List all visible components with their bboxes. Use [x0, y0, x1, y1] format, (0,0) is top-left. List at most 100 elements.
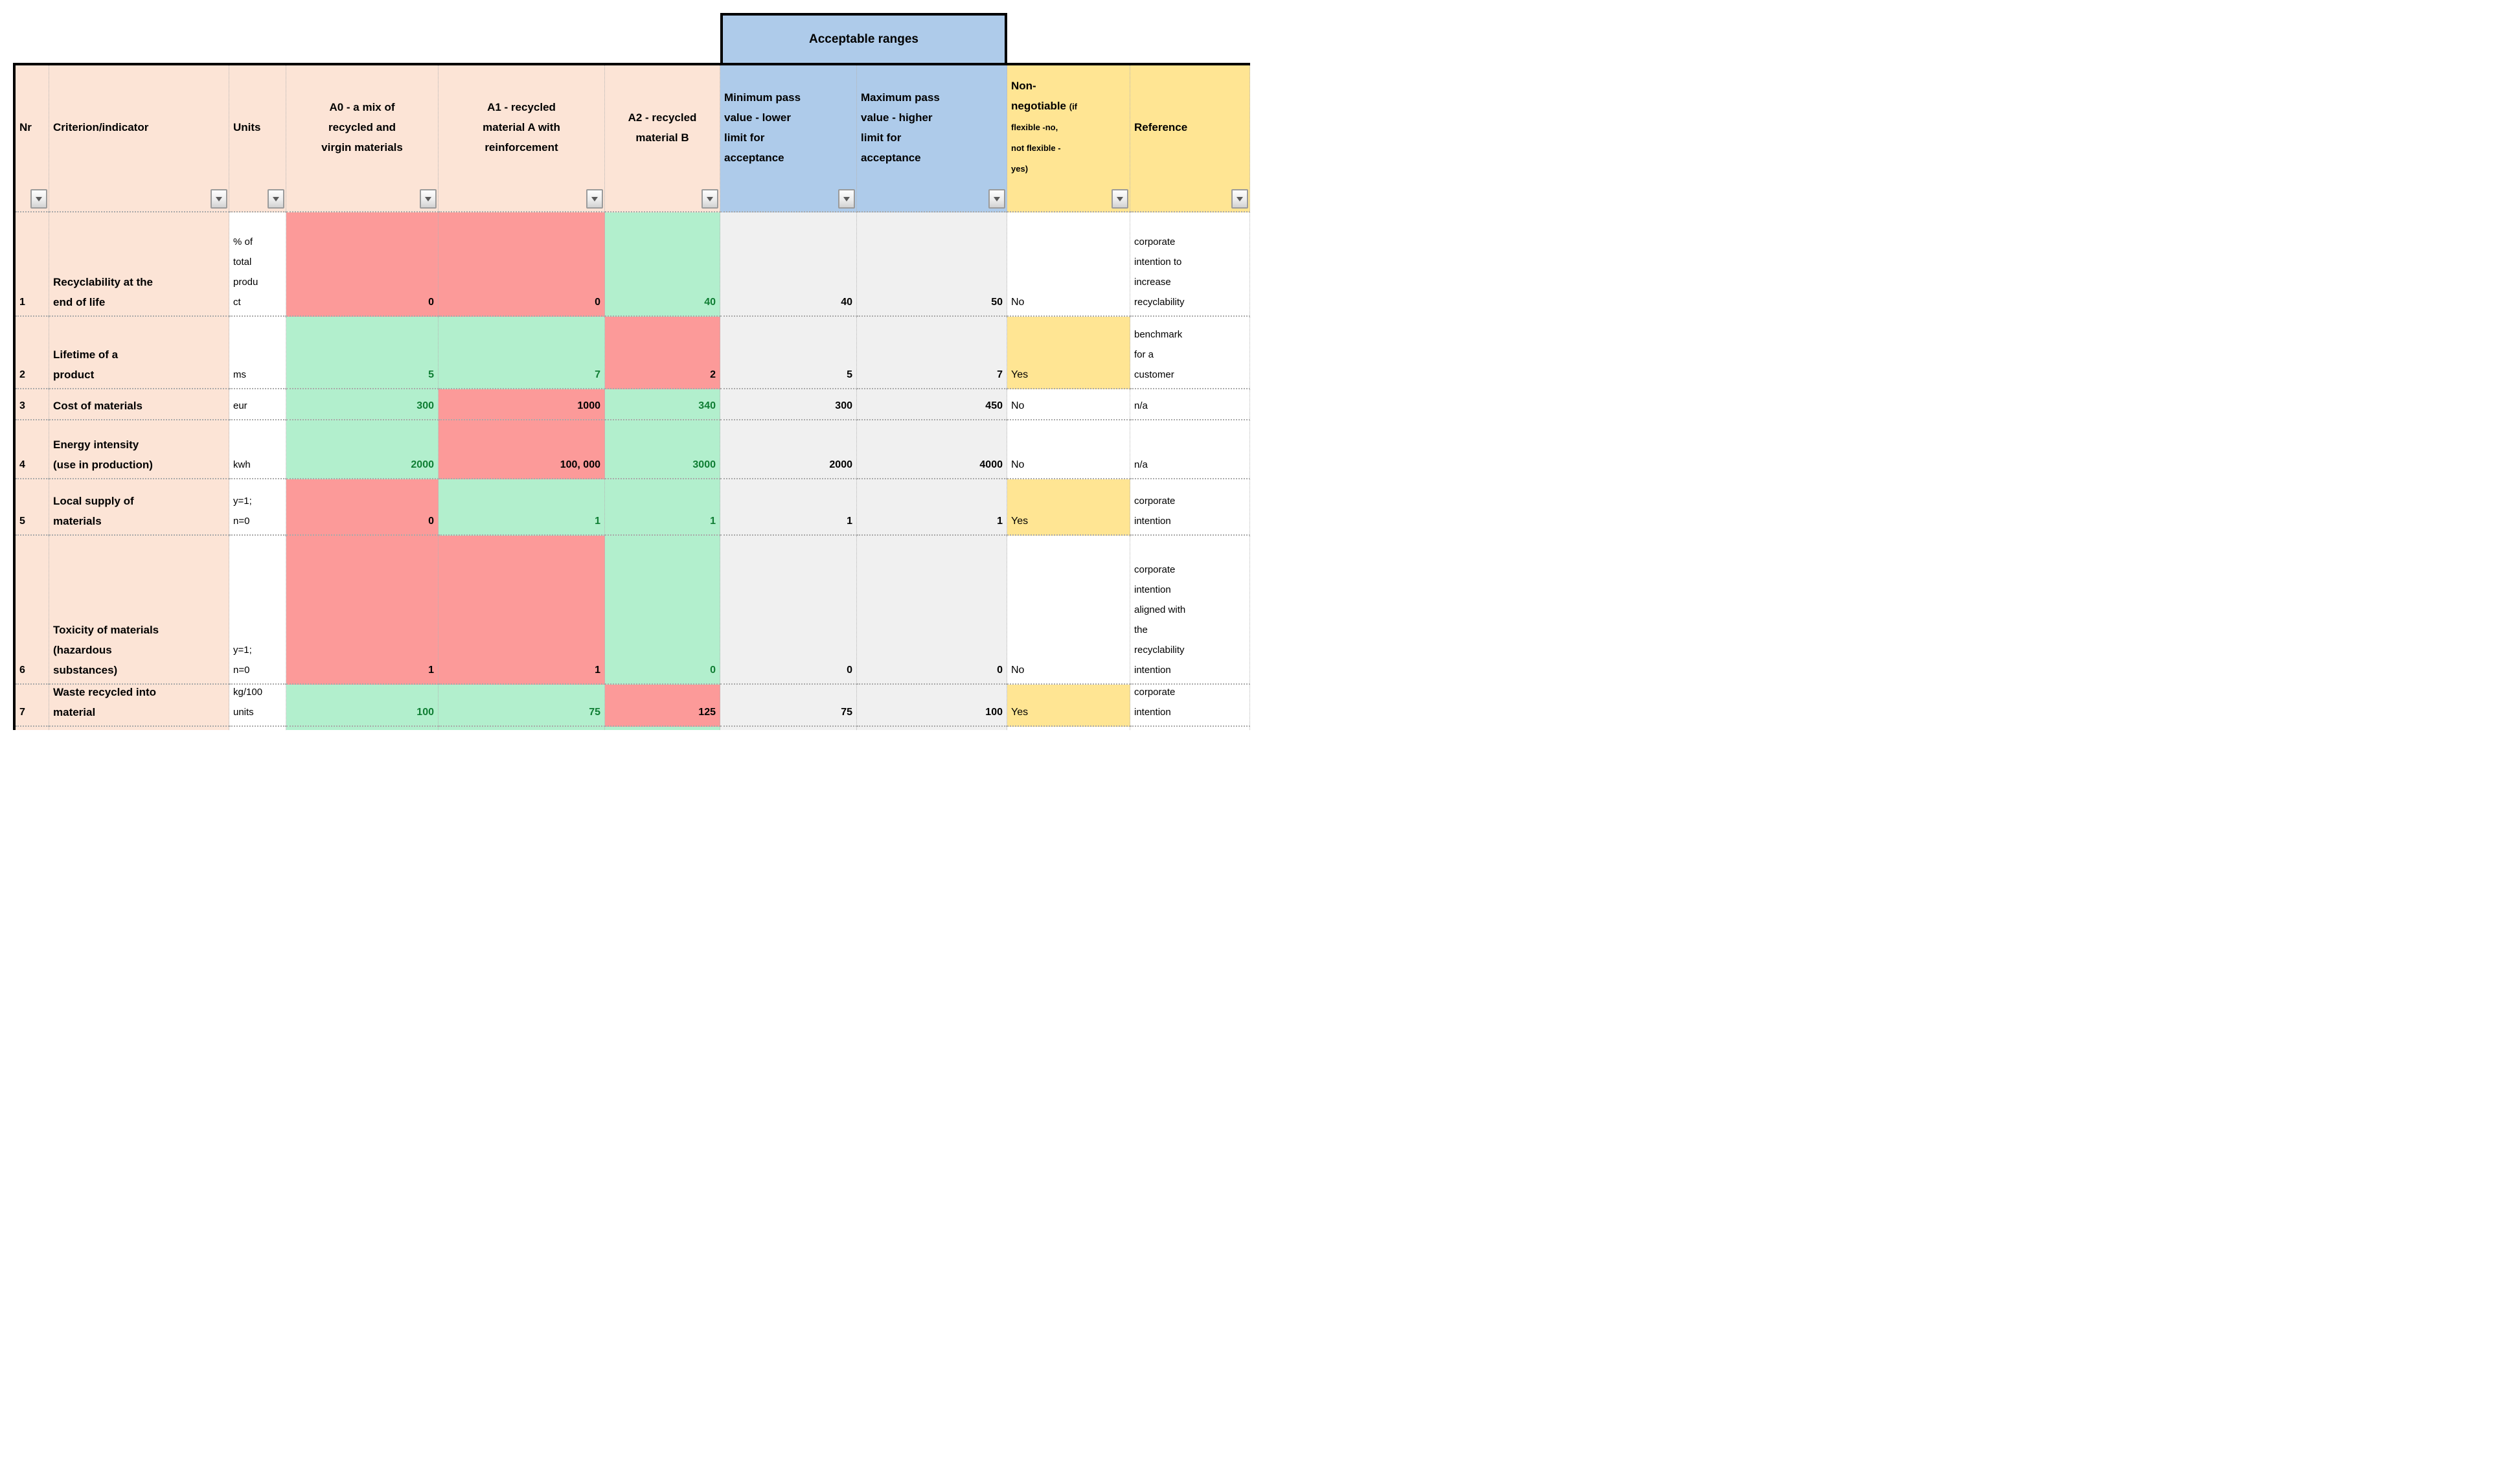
cell-nr-row2: 2: [16, 317, 49, 389]
partial-row-cell-9: [1130, 727, 1250, 730]
non-negotiable-value: No: [1011, 459, 1025, 470]
filter-dropdown-icon: [707, 196, 713, 201]
cell-a1-row3: 1000: [439, 389, 605, 420]
filter-button-criterion[interactable]: [211, 189, 227, 209]
cell-min-row1: 40: [720, 212, 857, 317]
units-value: kg/100 units: [233, 687, 263, 718]
cell-a2-row2: 2: [605, 317, 720, 389]
column-header-units: Units: [229, 65, 286, 212]
partial-row-cell-7: [857, 727, 1007, 730]
a2-value: 125: [698, 707, 716, 718]
partial-row-cell-3: [286, 727, 439, 730]
criterion-label: Toxicity of materials (hazardous substan…: [53, 624, 159, 676]
filter-button-reference[interactable]: [1231, 189, 1248, 209]
cell-nonneg-row4: No: [1007, 420, 1130, 479]
cell-a0-row2: 5: [286, 317, 439, 389]
criterion-label: Waste recycled into material: [53, 686, 157, 718]
column-header-label: Minimum pass value - lower limit for acc…: [724, 91, 801, 164]
partial-row-cell-4: [439, 727, 605, 730]
cell-max-row3: 450: [857, 389, 1007, 420]
a2-value: 2: [710, 369, 716, 380]
a1-value: 0: [595, 297, 600, 308]
column-header-text: A1 - recycled material A with reinforcem…: [483, 97, 560, 157]
cell-min-row6: 0: [720, 536, 857, 685]
cell-max-row6: 0: [857, 536, 1007, 685]
cell-units-row6: y=1; n=0: [229, 536, 286, 685]
filter-button-a0[interactable]: [420, 189, 437, 209]
filter-button-a2[interactable]: [701, 189, 718, 209]
criterion-label: Energy intensity (use in production): [53, 439, 153, 471]
cell-min-row5: 1: [720, 479, 857, 536]
min-pass-value: 2000: [829, 459, 852, 470]
cell-criterion-row5: Local supply of materials: [49, 479, 229, 536]
cell-units-row7: kg/100 units: [229, 685, 286, 727]
row-number: 1: [19, 297, 25, 308]
reference-text: corporate intention: [1134, 496, 1176, 527]
cell-nr-row4: 4: [16, 420, 49, 479]
a2-value: 1: [710, 516, 716, 527]
units-value: kwh: [233, 459, 251, 470]
cell-min-row7: 75: [720, 685, 857, 727]
cell-nr-row5: 5: [16, 479, 49, 536]
a1-value: 75: [589, 707, 600, 718]
reference-text: corporate intention to increase recyclab…: [1134, 236, 1185, 308]
reference-text: corporate intention aligned with the rec…: [1134, 564, 1186, 676]
column-header-nr: Nr: [16, 65, 49, 212]
filter-button-min[interactable]: [838, 189, 855, 209]
cell-criterion-row7: Waste recycled into material: [49, 685, 229, 727]
cell-criterion-row6: Toxicity of materials (hazardous substan…: [49, 536, 229, 685]
filter-dropdown-icon: [843, 196, 850, 201]
reference-text: corporate intention: [1134, 687, 1176, 718]
filter-button-a1[interactable]: [586, 189, 603, 209]
column-header-label: A1 - recycled material A with reinforcem…: [483, 101, 560, 154]
row-number: 4: [19, 459, 25, 470]
filter-dropdown-icon: [1237, 196, 1243, 201]
filter-dropdown-icon: [273, 196, 279, 201]
filter-button-nonneg[interactable]: [1112, 189, 1128, 209]
cell-nonneg-row3: No: [1007, 389, 1130, 420]
partial-row-cell-2: [229, 727, 286, 730]
column-header-a1: A1 - recycled material A with reinforcem…: [439, 65, 605, 212]
cell-a2-row6: 0: [605, 536, 720, 685]
cell-max-row4: 4000: [857, 420, 1007, 479]
a1-value: 100, 000: [560, 459, 600, 470]
units-value: eur: [233, 400, 247, 411]
filter-dropdown-icon: [425, 196, 431, 201]
units-value: y=1; n=0: [233, 645, 252, 676]
a1-value: 1: [595, 516, 600, 527]
cell-a0-row1: 0: [286, 212, 439, 317]
cell-a2-row5: 1: [605, 479, 720, 536]
a2-value: 340: [698, 400, 716, 411]
non-negotiable-value: Yes: [1011, 707, 1029, 718]
column-header-text: Minimum pass value - lower limit for acc…: [724, 87, 801, 168]
filter-dropdown-icon: [1117, 196, 1123, 201]
cell-a1-row1: 0: [439, 212, 605, 317]
filter-button-max[interactable]: [988, 189, 1005, 209]
cell-max-row7: 100: [857, 685, 1007, 727]
column-header-criterion: Criterion/indicator: [49, 65, 229, 212]
row-number: 7: [19, 707, 25, 718]
non-negotiable-value: No: [1011, 297, 1025, 308]
cell-reference-row6: corporate intention aligned with the rec…: [1130, 536, 1250, 685]
column-header-max: Maximum pass value - higher limit for ac…: [857, 65, 1007, 212]
cell-nr-row1: 1: [16, 212, 49, 317]
cell-nonneg-row1: No: [1007, 212, 1130, 317]
column-header-text: Reference: [1134, 117, 1187, 137]
column-header-text: A2 - recycled material B: [628, 108, 697, 148]
cell-nonneg-row2: Yes: [1007, 317, 1130, 389]
a0-value: 0: [428, 516, 434, 527]
cell-max-row2: 7: [857, 317, 1007, 389]
cell-min-row4: 2000: [720, 420, 857, 479]
units-value: ms: [233, 369, 246, 380]
filter-button-units[interactable]: [268, 189, 284, 209]
a2-value: 3000: [692, 459, 716, 470]
a1-value: 1000: [577, 400, 600, 411]
min-pass-value: 0: [847, 665, 852, 676]
cell-criterion-row4: Energy intensity (use in production): [49, 420, 229, 479]
partial-row-cell-5: [605, 727, 720, 730]
cell-nonneg-row6: No: [1007, 536, 1130, 685]
cell-a0-row6: 1: [286, 536, 439, 685]
partial-row-cell-8: [1007, 727, 1130, 730]
filter-button-nr[interactable]: [30, 189, 47, 209]
filter-dropdown-icon: [994, 196, 1000, 201]
